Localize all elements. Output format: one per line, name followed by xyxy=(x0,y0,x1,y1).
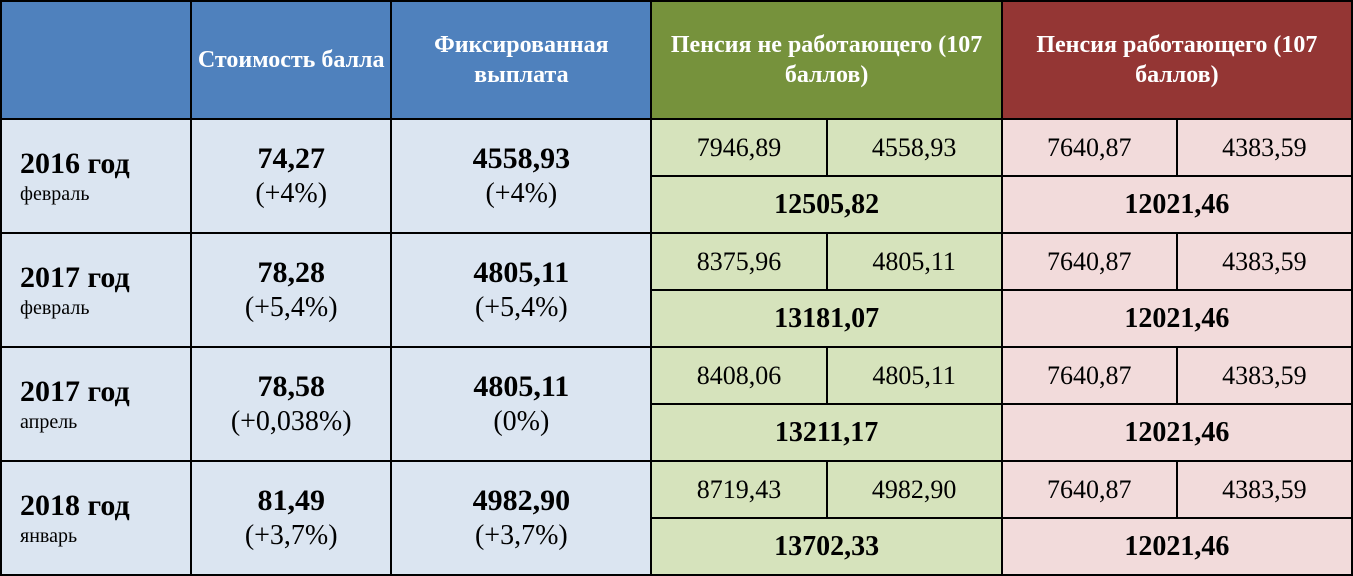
nonworking-part-b: 4805,11 xyxy=(827,233,1002,290)
fixed-value: 4805,11 xyxy=(473,370,569,403)
working-sum: 12021,46 xyxy=(1002,404,1352,461)
point-cost-value: 81,49 xyxy=(257,484,325,517)
point-cost-pct: (+4%) xyxy=(193,178,389,210)
point-cost-cell: 81,49 (+3,7%) xyxy=(191,461,391,575)
working-part-a: 7640,87 xyxy=(1002,119,1177,176)
fixed-pct: (+5,4%) xyxy=(393,292,649,324)
working-part-b: 4383,59 xyxy=(1177,119,1352,176)
fixed-pct: (+4%) xyxy=(393,178,649,210)
point-cost-pct: (+0,038%) xyxy=(193,406,389,438)
header-fixed-payment: Фиксированная выплата xyxy=(391,1,651,119)
nonworking-sum: 12505,82 xyxy=(651,176,1001,233)
table: Стоимость балла Фиксированная выплата Пе… xyxy=(0,0,1353,576)
working-part-b: 4383,59 xyxy=(1177,461,1352,518)
month-label: февраль xyxy=(20,297,189,320)
month-label: февраль xyxy=(20,183,189,206)
point-cost-value: 74,27 xyxy=(257,142,325,175)
year-label: 2017 год xyxy=(20,261,130,294)
working-part-a: 7640,87 xyxy=(1002,233,1177,290)
year-cell: 2017 год февраль xyxy=(1,233,191,347)
pension-table: Стоимость балла Фиксированная выплата Пе… xyxy=(0,0,1353,574)
fixed-payment-cell: 4805,11 (+5,4%) xyxy=(391,233,651,347)
nonworking-part-a: 7946,89 xyxy=(651,119,826,176)
table-header-row: Стоимость балла Фиксированная выплата Пе… xyxy=(1,1,1352,119)
fixed-value: 4982,90 xyxy=(473,484,571,517)
nonworking-sum: 13181,07 xyxy=(651,290,1001,347)
fixed-payment-cell: 4982,90 (+3,7%) xyxy=(391,461,651,575)
header-nonworking: Пенсия не работающего (107 баллов) xyxy=(651,1,1001,119)
year-label: 2017 год xyxy=(20,375,130,408)
point-cost-pct: (+3,7%) xyxy=(193,520,389,552)
year-cell: 2018 год январь xyxy=(1,461,191,575)
header-blank xyxy=(1,1,191,119)
fixed-value: 4558,93 xyxy=(473,142,571,175)
working-sum: 12021,46 xyxy=(1002,290,1352,347)
month-label: январь xyxy=(20,525,189,548)
nonworking-part-a: 8408,06 xyxy=(651,347,826,404)
year-label: 2016 год xyxy=(20,147,130,180)
year-cell: 2017 год апрель xyxy=(1,347,191,461)
working-part-a: 7640,87 xyxy=(1002,347,1177,404)
fixed-payment-cell: 4558,93 (+4%) xyxy=(391,119,651,233)
working-sum: 12021,46 xyxy=(1002,176,1352,233)
point-cost-cell: 74,27 (+4%) xyxy=(191,119,391,233)
working-sum: 12021,46 xyxy=(1002,518,1352,575)
working-part-b: 4383,59 xyxy=(1177,347,1352,404)
fixed-pct: (+3,7%) xyxy=(393,520,649,552)
table-row: 2018 год январь 81,49 (+3,7%) 4982,90 (+… xyxy=(1,461,1352,518)
table-row: 2017 год февраль 78,28 (+5,4%) 4805,11 (… xyxy=(1,233,1352,290)
year-cell: 2016 год февраль xyxy=(1,119,191,233)
month-label: апрель xyxy=(20,411,189,434)
nonworking-sum: 13211,17 xyxy=(651,404,1001,461)
year-label: 2018 год xyxy=(20,489,130,522)
point-cost-value: 78,58 xyxy=(257,370,325,403)
table-row: 2017 год апрель 78,58 (+0,038%) 4805,11 … xyxy=(1,347,1352,404)
fixed-pct: (0%) xyxy=(393,406,649,438)
fixed-payment-cell: 4805,11 (0%) xyxy=(391,347,651,461)
nonworking-part-a: 8719,43 xyxy=(651,461,826,518)
nonworking-sum: 13702,33 xyxy=(651,518,1001,575)
header-point-cost: Стоимость балла xyxy=(191,1,391,119)
point-cost-cell: 78,58 (+0,038%) xyxy=(191,347,391,461)
nonworking-part-b: 4982,90 xyxy=(827,461,1002,518)
nonworking-part-b: 4805,11 xyxy=(827,347,1002,404)
fixed-value: 4805,11 xyxy=(473,256,569,289)
table-row: 2016 год февраль 74,27 (+4%) 4558,93 (+4… xyxy=(1,119,1352,176)
point-cost-pct: (+5,4%) xyxy=(193,292,389,324)
working-part-b: 4383,59 xyxy=(1177,233,1352,290)
header-working: Пенсия работающего (107 баллов) xyxy=(1002,1,1352,119)
nonworking-part-a: 8375,96 xyxy=(651,233,826,290)
point-cost-value: 78,28 xyxy=(257,256,325,289)
nonworking-part-b: 4558,93 xyxy=(827,119,1002,176)
point-cost-cell: 78,28 (+5,4%) xyxy=(191,233,391,347)
working-part-a: 7640,87 xyxy=(1002,461,1177,518)
